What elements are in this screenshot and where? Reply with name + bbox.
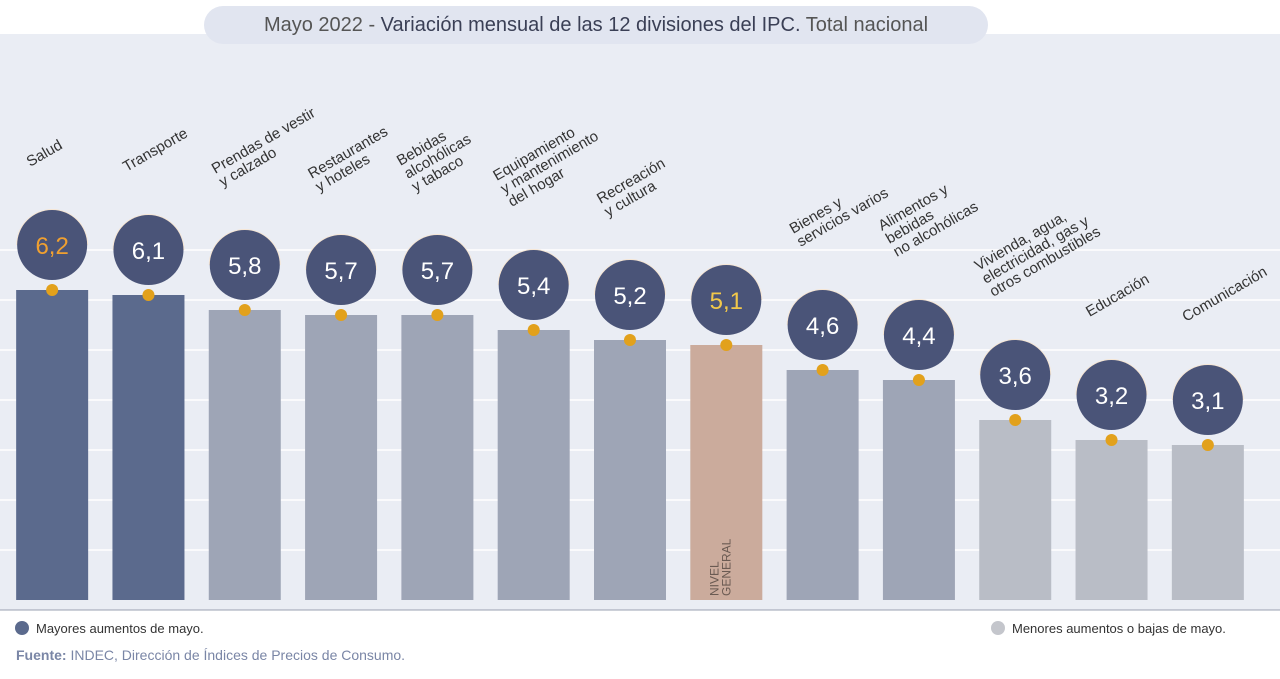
bar-top-dot (46, 284, 59, 296)
legend-label: Mayores aumentos de mayo. (36, 621, 204, 636)
value-badge (1172, 365, 1243, 435)
value-badge (883, 300, 954, 370)
bar (690, 345, 763, 600)
value-badge (402, 235, 473, 305)
value-badge (980, 340, 1051, 410)
title-main: Variación mensual de las 12 divisiones d… (381, 14, 801, 36)
value-badge (691, 265, 762, 335)
bar-top-dot (1201, 439, 1214, 451)
value-label: 3,1 (1191, 388, 1224, 415)
value-badge (498, 250, 569, 320)
bar (979, 420, 1052, 600)
bar (16, 290, 89, 600)
bar-top-dot (335, 309, 348, 321)
value-label: 3,6 (999, 363, 1032, 390)
value-badge (306, 235, 377, 305)
bar-top-dot (527, 324, 540, 336)
value-label: 5,1 (710, 288, 743, 315)
bar (1171, 445, 1244, 600)
title-suffix: Total nacional (806, 14, 928, 36)
bar (401, 315, 474, 600)
source: Fuente: INDEC, Dirección de Índices de P… (16, 647, 405, 663)
value-label: 5,2 (613, 283, 646, 310)
bar-text: NIVELGENERAL (707, 538, 733, 596)
value-badge (1076, 360, 1147, 430)
bar-top-dot (816, 364, 829, 376)
value-label: 5,7 (324, 258, 357, 285)
bar-top-dot (431, 309, 444, 321)
bar (112, 295, 185, 600)
source-label: Fuente: (16, 647, 67, 663)
bar-top-dot (1009, 414, 1022, 426)
value-label: 4,6 (806, 313, 839, 340)
value-label: 5,4 (517, 273, 550, 300)
source-text: INDEC, Dirección de Índices de Precios d… (70, 647, 405, 663)
value-badge (113, 215, 184, 285)
bar (208, 310, 281, 600)
bar-top-dot (912, 374, 925, 386)
value-badge (209, 230, 280, 300)
title-box (204, 6, 988, 44)
title-prefix: Mayo 2022 - (264, 14, 375, 36)
value-badge (17, 210, 88, 280)
chart-title: Mayo 2022 - Variación mensual de las 12 … (264, 14, 928, 36)
value-label: 5,7 (421, 258, 454, 285)
bar (594, 340, 666, 600)
bar (882, 380, 955, 600)
value-label: 4,4 (902, 323, 935, 350)
bar-top-dot (624, 334, 636, 346)
value-label: 3,2 (1095, 383, 1128, 410)
legend-label: Menores aumentos o bajas de mayo. (1012, 621, 1226, 636)
value-badge (595, 260, 665, 330)
value-badge (787, 290, 858, 360)
value-label: 6,2 (35, 233, 68, 260)
bar-top-dot (720, 339, 733, 351)
bar (497, 330, 570, 600)
bar (305, 315, 378, 600)
bar-top-dot (1105, 434, 1118, 446)
legend-swatch (991, 621, 1005, 635)
bar-top-dot (142, 289, 155, 301)
legend-swatch (15, 621, 29, 635)
value-label: 6,1 (132, 238, 165, 265)
bar (1075, 440, 1148, 600)
bar (786, 370, 859, 600)
bar-top-dot (238, 304, 251, 316)
value-label: 5,8 (228, 253, 261, 280)
